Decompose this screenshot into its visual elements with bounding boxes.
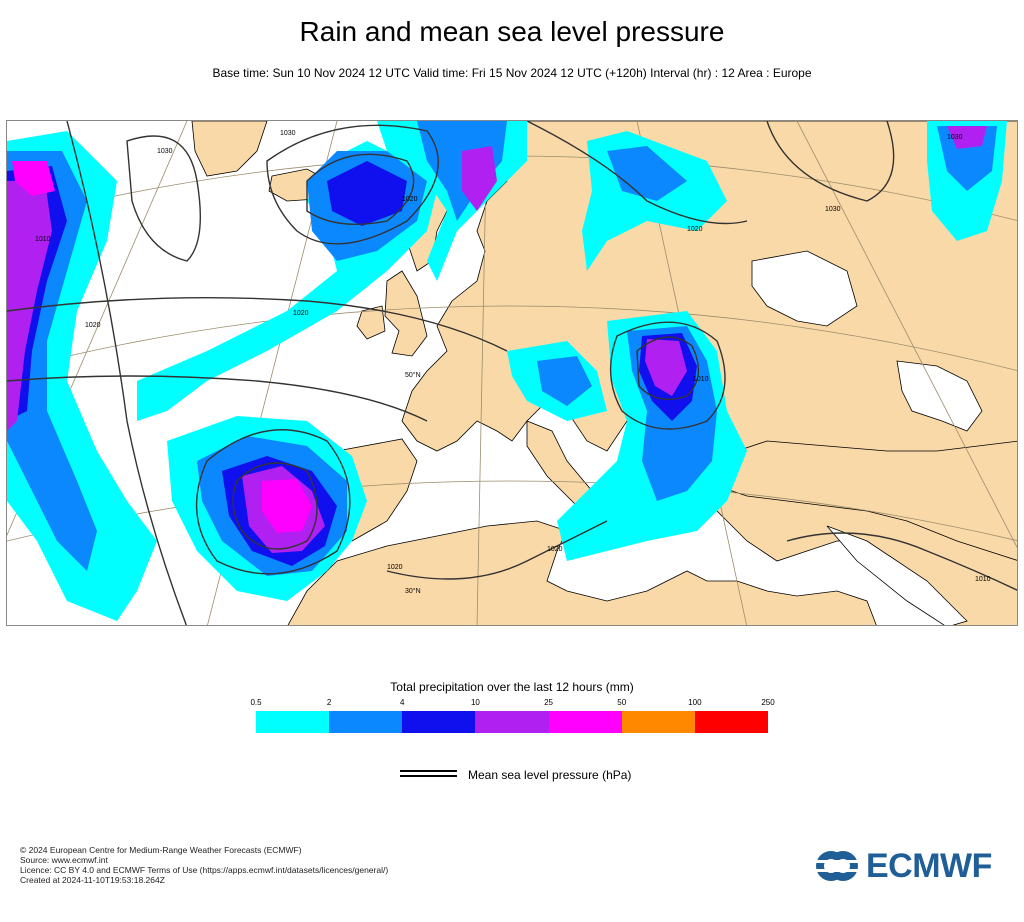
precipitation-areas bbox=[7, 121, 1007, 621]
map-svg: 1030 1030 1030 1020 1020 1020 1020 1010 … bbox=[7, 121, 1017, 625]
weather-map: 1030 1030 1030 1020 1020 1020 1020 1010 … bbox=[6, 120, 1018, 626]
isobar-label: 1010 bbox=[975, 576, 991, 583]
red-sea bbox=[826, 525, 968, 625]
isobar-label: 1020 bbox=[687, 226, 703, 233]
colorbar-tick-label: 2 bbox=[326, 698, 332, 707]
colorbar-tick-label: 10 bbox=[470, 698, 480, 707]
isobar-legend-label: Mean sea level pressure (hPa) bbox=[468, 768, 632, 782]
graticule bbox=[7, 121, 1017, 625]
colorbar-segment bbox=[475, 711, 549, 733]
ecmwf-logo: ECMWF bbox=[814, 846, 1014, 886]
colorbar-tick-label: 250 bbox=[761, 698, 775, 707]
isobar-label: 1030 bbox=[825, 206, 841, 213]
footer-line: Created at 2024-11-10T19:53:18.264Z bbox=[20, 875, 165, 885]
graticule-label: 30°N bbox=[405, 587, 421, 595]
land-britain bbox=[384, 270, 428, 357]
colorbar-tick-label: 0.5 bbox=[250, 698, 262, 707]
footer-line: Source: www.ecmwf.int bbox=[20, 855, 108, 865]
footer-line: © 2024 European Centre for Medium-Range … bbox=[20, 845, 302, 855]
colorbar-tick-label: 4 bbox=[400, 698, 405, 707]
footer-credits: © 2024 European Centre for Medium-Range … bbox=[20, 845, 388, 885]
colorbar-tick-label: 100 bbox=[688, 698, 702, 707]
colorbar-ticks: 0.5 2 4 10 25 50 100 250 bbox=[250, 698, 774, 710]
colorbar-segment bbox=[694, 711, 768, 733]
colorbar-title: Total precipitation over the last 12 hou… bbox=[390, 680, 634, 694]
ecmwf-logo-icon bbox=[816, 851, 858, 881]
isobar-labels: 1030 1030 1030 1020 1020 1020 1020 1010 … bbox=[35, 130, 991, 595]
isobar-label: 1010 bbox=[35, 236, 51, 243]
colorbar-tick-label: 25 bbox=[544, 698, 554, 707]
isobar-label: 1020 bbox=[387, 564, 403, 571]
graticule-label: 50°N bbox=[405, 371, 421, 379]
colorbar-segment bbox=[329, 711, 403, 733]
isobar-label: 1020 bbox=[402, 196, 418, 203]
colorbar-segment bbox=[256, 711, 330, 733]
isobar-label: 1020 bbox=[293, 310, 309, 317]
isobars bbox=[7, 121, 1017, 625]
land-anatolia bbox=[706, 440, 1017, 561]
isobar-label: 1030 bbox=[947, 134, 963, 141]
isobar-label: 1010 bbox=[693, 376, 709, 383]
colorbar bbox=[256, 711, 768, 733]
map-subtitle: Base time: Sun 10 Nov 2024 12 UTC Valid … bbox=[212, 66, 812, 80]
colorbar-segment bbox=[548, 711, 622, 733]
isobar-label: 1020 bbox=[85, 322, 101, 329]
map-title: Rain and mean sea level pressure bbox=[299, 16, 725, 47]
isobar-label: 1030 bbox=[280, 130, 296, 137]
land-ireland bbox=[356, 305, 386, 340]
black-sea bbox=[751, 250, 858, 327]
isobar-label: 1030 bbox=[157, 148, 173, 155]
land-greenland bbox=[191, 121, 268, 177]
land-north-africa bbox=[287, 520, 877, 625]
caspian-sea bbox=[896, 360, 983, 432]
colorbar-tick-label: 50 bbox=[617, 698, 627, 707]
colorbar-segment bbox=[621, 711, 695, 733]
isobar-label: 1020 bbox=[547, 546, 563, 553]
footer-line: Licence: CC BY 4.0 and ECMWF Terms of Us… bbox=[20, 865, 389, 875]
isobar-legend-line bbox=[400, 770, 457, 777]
ecmwf-logo-text: ECMWF bbox=[866, 846, 992, 885]
colorbar-segment bbox=[402, 711, 476, 733]
